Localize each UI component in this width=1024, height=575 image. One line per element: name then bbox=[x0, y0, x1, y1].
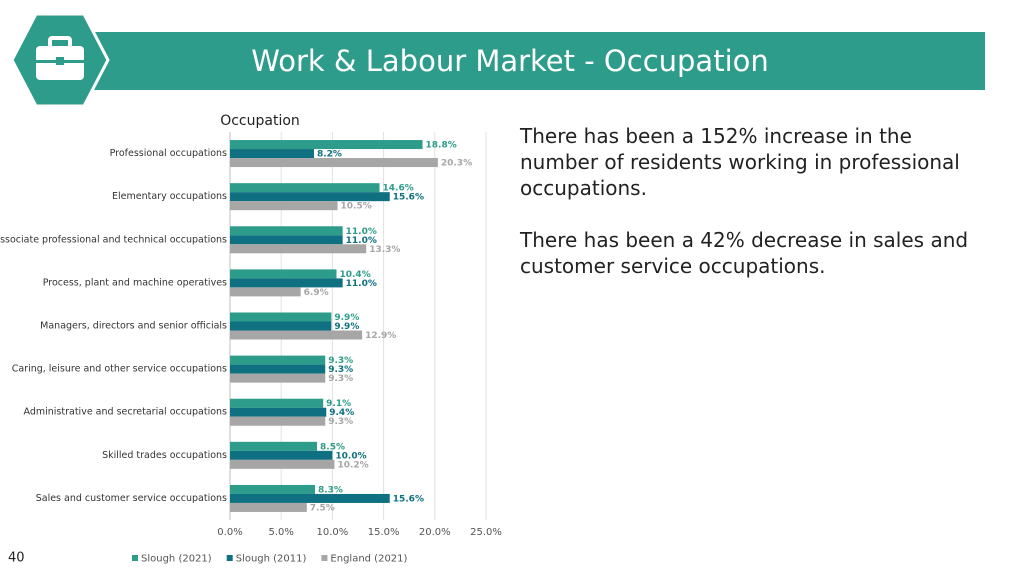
x-tick-label: 0.0% bbox=[217, 527, 242, 538]
value-label: 11.0% bbox=[346, 236, 377, 246]
bar bbox=[230, 459, 335, 469]
value-label: 8.5% bbox=[320, 442, 345, 452]
value-label: 20.3% bbox=[441, 159, 472, 169]
value-label: 11.0% bbox=[346, 279, 377, 289]
y-tick-label: Elementary occupations bbox=[112, 191, 227, 202]
bar bbox=[230, 158, 438, 168]
value-label: 6.9% bbox=[304, 288, 329, 298]
y-tick-label: Associate professional and technical occ… bbox=[0, 234, 227, 245]
bar bbox=[230, 373, 326, 383]
x-tick-label: 20.0% bbox=[419, 527, 451, 538]
bar bbox=[230, 269, 337, 279]
value-label: 9.9% bbox=[334, 313, 359, 323]
value-label: 18.8% bbox=[426, 141, 457, 151]
bar bbox=[230, 493, 390, 503]
bar bbox=[230, 201, 338, 211]
value-label: 15.6% bbox=[393, 494, 424, 504]
bar bbox=[230, 235, 343, 245]
y-tick-label: Skilled trades occupations bbox=[102, 450, 227, 461]
x-tick-label: 15.0% bbox=[368, 527, 400, 538]
bar bbox=[230, 355, 326, 365]
page-number: 40 bbox=[8, 551, 25, 566]
legend-swatch bbox=[132, 555, 138, 561]
value-label: 13.3% bbox=[369, 245, 400, 255]
legend-swatch bbox=[321, 555, 328, 561]
y-tick-label: Process, plant and machine operatives bbox=[43, 277, 227, 288]
x-tick-label: 10.0% bbox=[317, 527, 349, 538]
value-label: 12.9% bbox=[365, 331, 396, 341]
value-label: 10.0% bbox=[335, 451, 366, 461]
value-label: 10.2% bbox=[337, 460, 368, 470]
bar bbox=[230, 502, 307, 512]
bar bbox=[230, 140, 423, 150]
value-label: 10.5% bbox=[341, 202, 372, 212]
value-label: 9.3% bbox=[328, 365, 353, 375]
legend-swatch bbox=[226, 555, 233, 561]
bar bbox=[230, 244, 367, 254]
value-label: 15.6% bbox=[393, 193, 424, 203]
y-tick-label: Sales and customer service occupations bbox=[36, 493, 227, 504]
bar bbox=[230, 226, 343, 236]
value-label: 11.0% bbox=[346, 227, 377, 237]
y-tick-label: Professional occupations bbox=[110, 148, 227, 159]
value-label: 9.1% bbox=[326, 399, 351, 409]
header-title: Work & Labour Market - Occupation bbox=[251, 44, 769, 78]
value-label: 9.3% bbox=[328, 356, 353, 366]
value-label: 9.4% bbox=[329, 408, 354, 418]
x-tick-label: 25.0% bbox=[470, 527, 502, 538]
value-label: 9.3% bbox=[328, 374, 353, 384]
value-label: 8.2% bbox=[317, 150, 342, 160]
bar bbox=[230, 183, 380, 193]
bar bbox=[230, 407, 327, 417]
chart-title: Occupation bbox=[220, 113, 300, 129]
paragraph: There has been a 42% decrease in sales a… bbox=[520, 228, 969, 278]
y-tick-label: Caring, leisure and other service occupa… bbox=[12, 364, 227, 375]
y-tick-label: Managers, directors and senior officials bbox=[40, 321, 227, 332]
value-label: 7.5% bbox=[310, 503, 335, 513]
bar bbox=[230, 192, 390, 202]
bar bbox=[230, 441, 318, 451]
bar bbox=[230, 450, 333, 460]
legend-label: England (2021) bbox=[330, 554, 407, 565]
value-label: 10.4% bbox=[339, 270, 370, 280]
bar bbox=[230, 330, 363, 340]
value-label: 8.3% bbox=[318, 485, 343, 495]
value-label: 9.9% bbox=[334, 322, 359, 332]
legend-label: Slough (2021) bbox=[141, 554, 212, 565]
bar bbox=[230, 278, 343, 288]
header-band bbox=[88, 32, 985, 90]
y-tick-label: Administrative and secretarial occupatio… bbox=[24, 407, 228, 418]
bar bbox=[230, 416, 326, 426]
bar bbox=[230, 484, 315, 494]
value-label: 9.3% bbox=[328, 417, 353, 427]
x-tick-label: 5.0% bbox=[268, 527, 293, 538]
bar bbox=[230, 321, 332, 331]
bar bbox=[230, 312, 332, 322]
legend-label: Slough (2011) bbox=[236, 554, 307, 565]
paragraph: There has been a 152% increase in the nu… bbox=[520, 124, 960, 200]
bar bbox=[230, 287, 301, 297]
bar bbox=[230, 149, 314, 159]
briefcase-icon bbox=[36, 36, 84, 80]
bar bbox=[230, 398, 324, 408]
value-label: 14.6% bbox=[383, 184, 414, 194]
bar bbox=[230, 364, 326, 374]
